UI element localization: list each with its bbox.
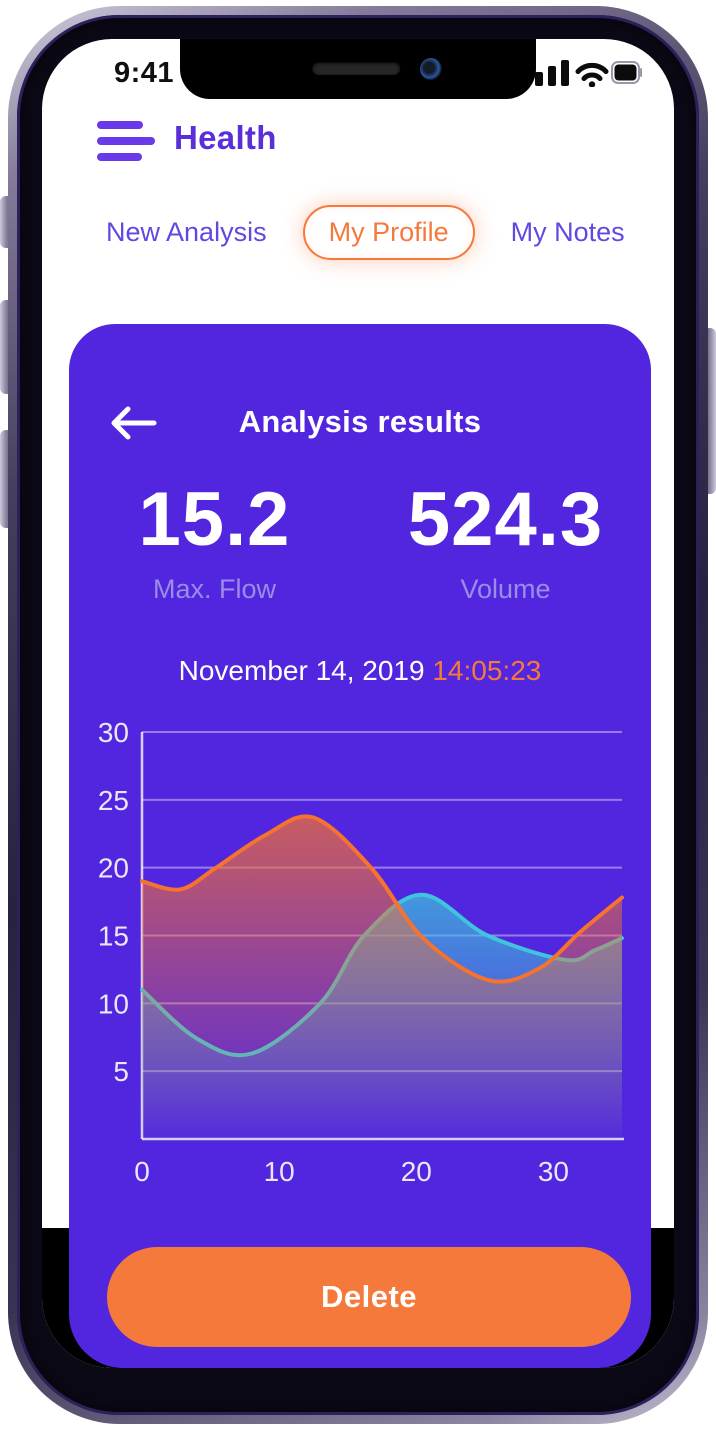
phone-bezel: 9:41 — [17, 15, 699, 1415]
svg-text:0: 0 — [134, 1156, 150, 1184]
tab-my-profile[interactable]: My Profile — [302, 205, 475, 260]
svg-text:10: 10 — [99, 988, 129, 1019]
svg-text:20: 20 — [99, 853, 129, 884]
stat-label: Volume — [460, 574, 551, 604]
delete-button[interactable]: Delete — [107, 1247, 631, 1347]
svg-text:30: 30 — [538, 1156, 569, 1184]
stat-volume: 524.3 Volume — [360, 482, 651, 605]
card-title: Analysis results — [238, 404, 482, 439]
svg-text:25: 25 — [99, 785, 129, 816]
speaker-grille — [312, 62, 401, 75]
date-text: November 14, 2019 — [178, 655, 425, 686]
screen: 9:41 — [42, 39, 674, 1368]
phone-frame: 9:41 — [8, 6, 708, 1424]
status-icons — [522, 58, 643, 88]
menu-icon[interactable] — [97, 121, 155, 162]
analysis-results-card: Analysis results 15.2 Max. Flow 524.3 Vo… — [69, 324, 651, 1368]
stat-value: 524.3 — [407, 477, 604, 562]
tab-new-analysis[interactable]: New Analysis — [106, 217, 267, 247]
svg-text:30: 30 — [99, 717, 129, 748]
status-time: 9:41 — [114, 57, 175, 89]
stat-value: 15.2 — [138, 477, 291, 562]
notch — [180, 39, 536, 99]
wifi-icon — [575, 62, 609, 88]
svg-text:15: 15 — [99, 921, 129, 952]
analysis-date: November 14, 2019 14:05:23 — [69, 655, 651, 687]
page-title: Health — [174, 119, 277, 156]
analysis-chart: 5 10 15 20 25 30 0 10 20 30 — [99, 709, 654, 1184]
tab-bar: New Analysis My Profile My Notes — [106, 205, 644, 260]
svg-text:20: 20 — [401, 1156, 432, 1184]
stat-label: Max. Flow — [152, 574, 277, 604]
svg-text:10: 10 — [264, 1156, 295, 1184]
stats-row: 15.2 Max. Flow 524.3 Volume — [69, 482, 651, 605]
stat-max-flow: 15.2 Max. Flow — [69, 482, 360, 605]
camera-icon — [420, 58, 442, 80]
battery-icon — [611, 61, 643, 84]
back-arrow-icon[interactable] — [109, 404, 157, 442]
svg-text:5: 5 — [113, 1056, 129, 1087]
time-text: 14:05:23 — [432, 655, 542, 686]
tab-my-notes[interactable]: My Notes — [510, 217, 625, 247]
